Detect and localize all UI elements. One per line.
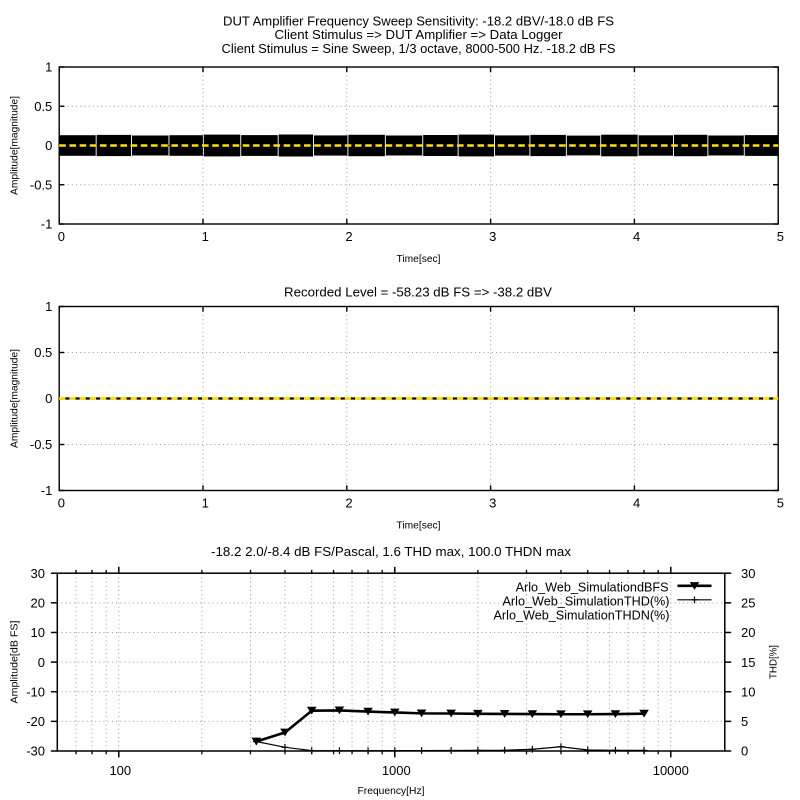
svg-text:Arlo_Web_SimulationTHDN(%): Arlo_Web_SimulationTHDN(%)	[494, 607, 670, 622]
svg-text:DUT Amplifier Frequency Sweep: DUT Amplifier Frequency Sweep Sensitivit…	[223, 13, 614, 28]
svg-text:2: 2	[345, 496, 352, 511]
svg-text:-18.2 2.0/-8.4 dB FS/Pascal, 1: -18.2 2.0/-8.4 dB FS/Pascal, 1.6 THD max…	[211, 544, 572, 559]
svg-text:Recorded Level = -58.23 dB FS: Recorded Level = -58.23 dB FS => -38.2 d…	[284, 284, 552, 299]
svg-text:3: 3	[489, 496, 496, 511]
svg-text:0: 0	[38, 655, 45, 670]
svg-text:-30: -30	[26, 744, 45, 759]
svg-text:Frequency[Hz]: Frequency[Hz]	[358, 786, 425, 797]
svg-text:Amplitude[magnitude]: Amplitude[magnitude]	[10, 349, 21, 448]
svg-text:100: 100	[109, 763, 131, 778]
svg-text:THD[%]: THD[%]	[769, 645, 780, 679]
svg-text:25: 25	[741, 596, 755, 611]
svg-text:0: 0	[58, 496, 65, 511]
svg-text:-0.5: -0.5	[30, 177, 52, 192]
svg-text:10: 10	[31, 625, 45, 640]
svg-text:5: 5	[741, 714, 748, 729]
svg-text:Time[sec]: Time[sec]	[397, 521, 441, 532]
svg-text:2: 2	[345, 229, 352, 244]
svg-text:0: 0	[741, 744, 748, 759]
svg-text:30: 30	[741, 566, 755, 581]
svg-text:-1: -1	[41, 483, 53, 498]
svg-text:1: 1	[202, 496, 209, 511]
svg-text:Arlo_Web_SimulationdBFS: Arlo_Web_SimulationdBFS	[516, 580, 669, 595]
svg-text:1: 1	[45, 299, 52, 314]
svg-text:10000: 10000	[653, 763, 689, 778]
svg-text:0: 0	[58, 229, 65, 244]
svg-text:0.5: 0.5	[34, 345, 52, 360]
svg-text:-1: -1	[41, 217, 53, 232]
svg-text:Client Stimulus = Sine Sweep,: Client Stimulus = Sine Sweep, 1/3 octave…	[222, 41, 616, 56]
svg-text:0: 0	[45, 138, 52, 153]
svg-text:20: 20	[741, 625, 755, 640]
svg-text:Amplitude[dB FS]: Amplitude[dB FS]	[10, 620, 21, 703]
svg-text:-20: -20	[26, 714, 45, 729]
svg-text:10: 10	[741, 684, 755, 699]
svg-text:0: 0	[45, 391, 52, 406]
svg-text:5: 5	[777, 229, 784, 244]
svg-text:0.5: 0.5	[34, 99, 52, 114]
svg-text:-10: -10	[26, 684, 45, 699]
svg-text:1: 1	[45, 60, 52, 75]
svg-text:30: 30	[31, 566, 45, 581]
svg-text:4: 4	[633, 229, 640, 244]
svg-text:5: 5	[777, 496, 784, 511]
svg-text:Time[sec]: Time[sec]	[397, 254, 441, 265]
svg-text:Amplitude[magnitude]: Amplitude[magnitude]	[10, 96, 21, 195]
svg-text:1: 1	[202, 229, 209, 244]
svg-text:4: 4	[633, 496, 640, 511]
svg-text:3: 3	[489, 229, 496, 244]
svg-text:1000: 1000	[382, 763, 411, 778]
svg-text:Arlo_Web_SimulationTHD(%): Arlo_Web_SimulationTHD(%)	[503, 593, 670, 608]
svg-text:-0.5: -0.5	[30, 437, 52, 452]
svg-text:15: 15	[741, 655, 755, 670]
svg-text:20: 20	[31, 596, 45, 611]
svg-text:Client Stimulus => DUT Amplifi: Client Stimulus => DUT Amplifier => Data…	[275, 27, 564, 42]
